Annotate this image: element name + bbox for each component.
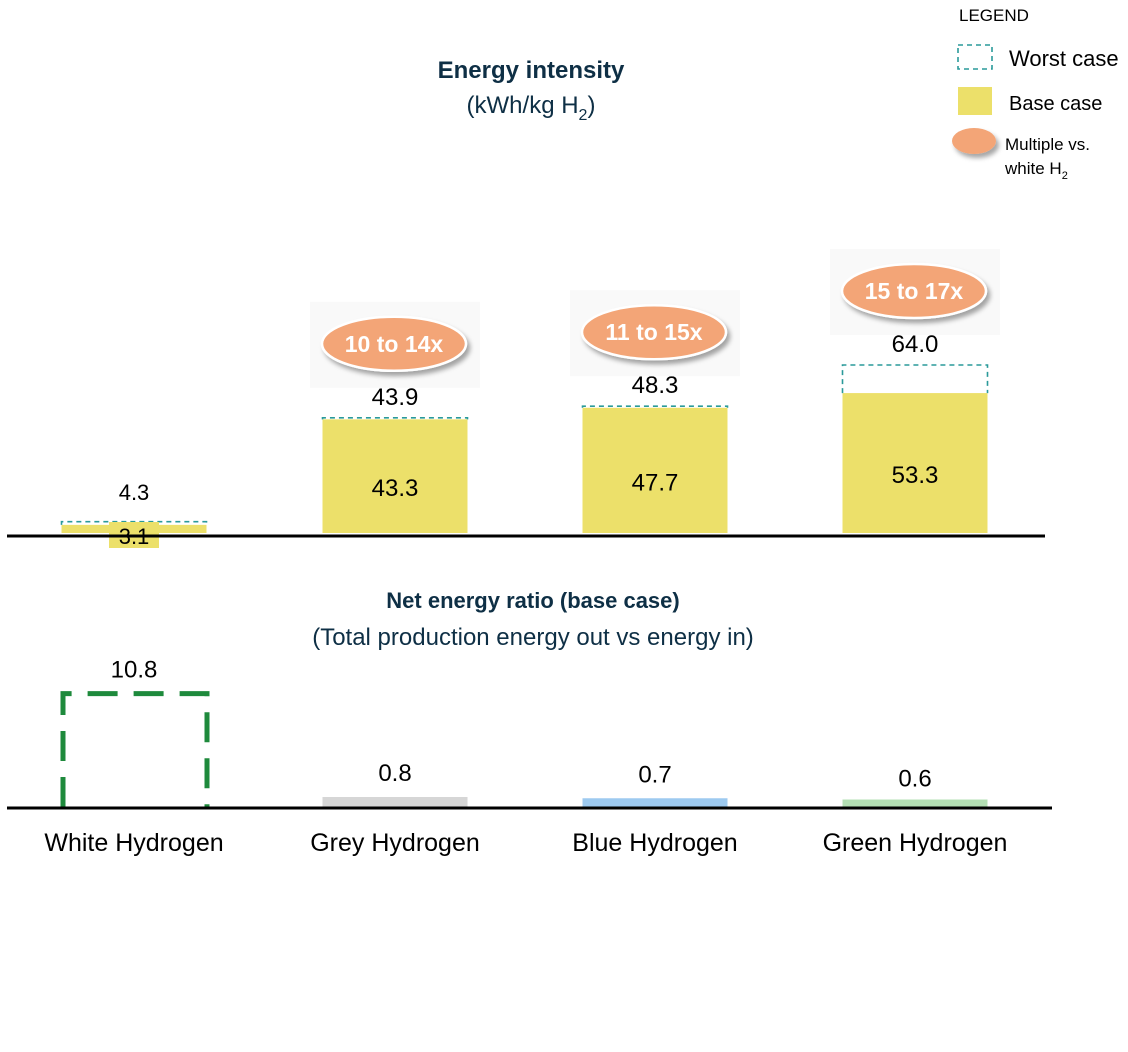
category-label-green-hydrogen: Green Hydrogen (823, 829, 1008, 857)
legend-title: LEGEND (959, 6, 1029, 25)
category-labels: White Hydrogen Grey Hydrogen Blue Hydrogen… (44, 829, 1007, 857)
ratio-bar-white-hydrogen (60, 691, 210, 807)
ratio-bar-green-hydrogen (842, 799, 988, 807)
category-label-white-hydrogen: White Hydrogen (44, 829, 223, 857)
ratio-value-label-white-hydrogen: 10.8 (111, 657, 158, 684)
net-energy-ratio-plot: 10.8 0.8 0.7 0.6 (60, 657, 988, 807)
worst-case-outline-blue-hydrogen (581, 405, 729, 408)
worst-case-outline-green-hydrogen (841, 364, 989, 394)
legend-base-swatch (958, 87, 992, 115)
base-bar-grey-hydrogen (322, 419, 468, 533)
top-chart-title: Energy intensity (438, 57, 625, 84)
category-label-blue-hydrogen: Blue Hydrogen (572, 829, 737, 857)
base-value-label-green-hydrogen: 53.3 (892, 462, 939, 489)
legend-multiple-label-2: white H2 (1004, 159, 1068, 182)
ratio-value-label-blue-hydrogen: 0.7 (638, 761, 671, 788)
legend-worst-label: Worst case (1009, 46, 1119, 71)
ratio-value-label-green-hydrogen: 0.6 (898, 766, 931, 793)
bottom-chart-subtitle: (Total production energy out vs energy i… (312, 624, 754, 651)
worst-value-label-green-hydrogen: 64.0 (892, 331, 939, 358)
base-value-label-grey-hydrogen: 43.3 (372, 475, 419, 502)
legend-worst-swatch (957, 44, 993, 70)
legend-multiple-swatch (952, 128, 996, 154)
legend-base-label: Base case (1009, 93, 1102, 115)
base-bar-blue-hydrogen (582, 407, 728, 533)
multiple-label-green-hydrogen: 15 to 17x (865, 278, 964, 304)
base-value-label-blue-hydrogen: 47.7 (632, 469, 679, 496)
worst-case-outline-white-hydrogen (60, 520, 208, 525)
worst-value-label-blue-hydrogen: 48.3 (632, 372, 679, 399)
multiple-label-grey-hydrogen: 10 to 14x (345, 331, 444, 357)
ratio-bar-grey-hydrogen (322, 797, 468, 807)
multiple-oval-blue-hydrogen (580, 303, 728, 361)
multiple-oval-green-hydrogen (840, 262, 988, 320)
worst-value-label-white-hydrogen: 4.3 (119, 480, 150, 505)
legend: LEGEND Worst case Base case Multiple vs.… (952, 6, 1119, 182)
multiple-label-blue-hydrogen: 11 to 15x (605, 319, 702, 345)
ratio-bar-blue-hydrogen (582, 798, 728, 807)
base-bar-green-hydrogen (842, 393, 988, 533)
legend-multiple-label: Multiple vs. (1005, 135, 1090, 154)
ratio-value-label-grey-hydrogen: 0.8 (378, 760, 411, 787)
bottom-chart-title: Net energy ratio (base case) (386, 588, 679, 613)
category-label-grey-hydrogen: Grey Hydrogen (310, 829, 480, 857)
multiple-oval-grey-hydrogen (320, 315, 468, 373)
worst-value-label-grey-hydrogen: 43.9 (372, 384, 419, 411)
worst-case-outline-grey-hydrogen (321, 416, 469, 420)
top-chart-unit: (kWh/kg H2) (467, 92, 596, 124)
